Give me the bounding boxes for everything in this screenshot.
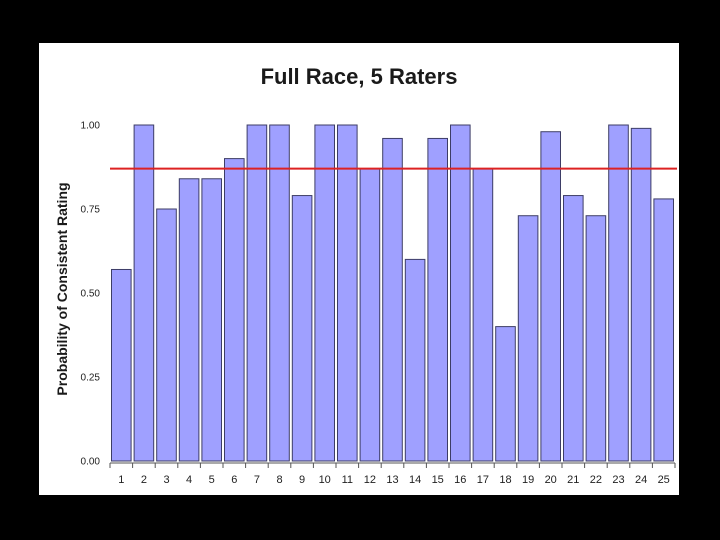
y-tick-label: 0.75 <box>81 205 101 216</box>
x-axis: 1 2 3 4 5 6 7 8 9 10 11 12 13 14 15 16 17 18 19 20 21 22 23 24 2… <box>109 462 676 486</box>
y-axis: 0.00 0.25 0.50 0.75 1.00 <box>81 121 101 468</box>
bar <box>585 215 607 462</box>
bar <box>495 326 516 462</box>
x-tick-label: 18 <box>499 474 511 486</box>
x-tick-label: 10 <box>319 474 331 486</box>
x-tick-label: 15 <box>432 474 444 486</box>
x-tick-label: 22 <box>590 474 602 486</box>
x-tick-label: 2 <box>141 474 147 486</box>
bar <box>111 268 132 462</box>
x-tick-label: 8 <box>276 474 282 486</box>
bar <box>156 208 177 462</box>
bar <box>178 178 200 462</box>
x-tick-label: 13 <box>386 474 398 486</box>
x-tick-label: 17 <box>477 474 489 486</box>
x-tick-label: 9 <box>299 474 305 486</box>
bar <box>427 137 448 462</box>
x-tick-label: 6 <box>231 474 237 486</box>
bar <box>201 178 222 462</box>
x-tick-label: 11 <box>342 474 353 486</box>
x-tick-label: 7 <box>254 474 260 486</box>
bar <box>337 124 358 462</box>
x-tick-label: 1 <box>118 474 124 486</box>
bar-chart: Full Race, 5 Raters Probability of Consi… <box>54 64 677 486</box>
x-tick-label: 23 <box>612 474 624 486</box>
x-tick-label: 19 <box>522 474 534 486</box>
bar <box>608 124 629 462</box>
y-tick-label: 0.50 <box>81 289 101 300</box>
bar <box>133 124 155 462</box>
x-tick-label: 24 <box>635 474 647 486</box>
bar <box>291 195 313 462</box>
bar <box>630 127 652 462</box>
x-tick-label: 25 <box>658 474 670 486</box>
x-tick-label: 4 <box>186 474 192 486</box>
bar <box>382 137 403 462</box>
chart-panel: Full Race, 5 Raters Probability of Consi… <box>39 43 679 495</box>
x-tick-label: 20 <box>545 474 557 486</box>
y-tick-label: 0.25 <box>81 373 101 384</box>
y-tick-label: 0.00 <box>81 457 101 468</box>
chart-title: Full Race, 5 Raters <box>261 64 458 89</box>
bar <box>450 124 471 462</box>
bar <box>269 124 290 462</box>
bar <box>653 198 675 462</box>
bar <box>404 258 426 462</box>
bar <box>540 131 561 462</box>
x-tick-label: 21 <box>567 474 579 486</box>
bar <box>359 168 381 462</box>
x-tick-label: 16 <box>454 474 466 486</box>
y-axis-label: Probability of Consistent Rating <box>54 182 70 395</box>
x-tick-label: 14 <box>409 474 421 486</box>
bar <box>517 215 539 462</box>
bar <box>472 168 494 462</box>
bar <box>224 158 245 462</box>
bar <box>314 124 335 462</box>
x-tick-label: 12 <box>364 474 376 486</box>
y-tick-label: 1.00 <box>81 121 101 132</box>
bars <box>111 124 675 462</box>
bar <box>563 195 584 462</box>
x-tick-label: 5 <box>209 474 215 486</box>
bar <box>246 124 268 462</box>
x-tick-label: 3 <box>163 474 169 486</box>
